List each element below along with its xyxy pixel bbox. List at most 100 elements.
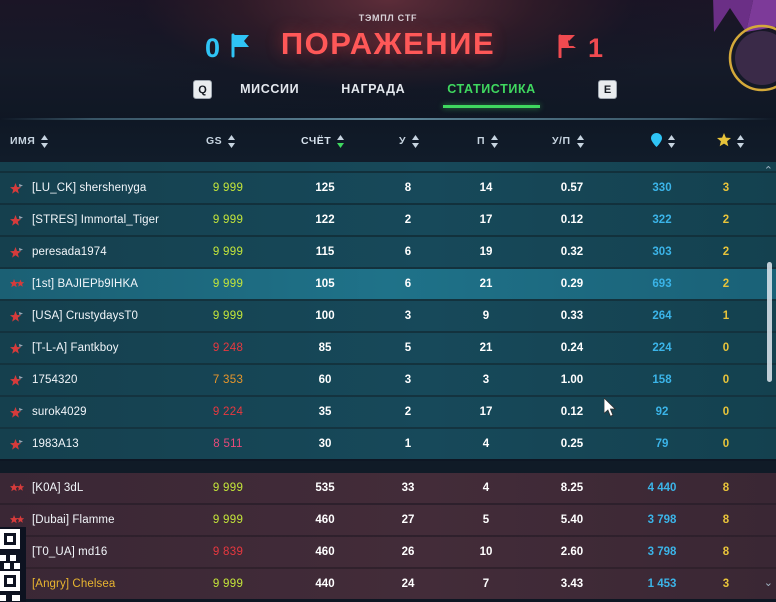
player-deaths-cell: 21	[479, 278, 493, 290]
player-kd-cell: 0.57	[560, 182, 584, 194]
column-header-name[interactable]: ИМЯ	[10, 134, 49, 148]
table-row[interactable]: peresada1974 9 999 115 6 19 0.32 303 2	[0, 237, 776, 267]
table-row[interactable]: [K0A] 3dL 9 999 535 33 4 8.25 4 440 8	[0, 473, 776, 503]
table-row[interactable]: [T-L-A] Fantkboy 9 248 85 5 21 0.24 224 0	[0, 333, 776, 363]
player-score-cell: 125	[315, 182, 335, 194]
column-header-star[interactable]	[717, 132, 745, 150]
tab-reward[interactable]: НАГРАДА	[341, 82, 406, 96]
table-row[interactable]: 1983A13 8 511 30 1 4 0.25 79 0	[0, 429, 776, 459]
player-gs-cell: 9 224	[212, 406, 244, 418]
player-diamond-cell: 330	[652, 182, 672, 194]
player-kills-cell: 1	[404, 438, 412, 450]
table-row[interactable]: [T0_UA] md16 9 839 460 26 10 2.60 3 798 8	[0, 537, 776, 567]
table-row[interactable]: [USA] CrustydaysT0 9 999 100 3 9 0.33 264 1	[0, 301, 776, 331]
rank-badge-star-icon	[10, 214, 25, 227]
player-gs-cell: 9 999	[212, 246, 244, 258]
player-name-cell: [LU_CK] shershenyga	[10, 182, 146, 195]
player-diamond-cell: 303	[652, 246, 672, 258]
player-kills-cell: 3	[404, 310, 412, 322]
player-deaths-cell: 14	[479, 182, 493, 194]
rank-badge-double-star-icon	[10, 514, 25, 527]
player-name-label: [K0A] 3dL	[32, 482, 84, 494]
scroll-down-chevron-icon[interactable]: ⌄	[763, 577, 773, 589]
player-name-label: peresada1974	[32, 246, 107, 258]
column-header-kd[interactable]: У/П	[552, 134, 585, 148]
player-kd-cell: 1.00	[560, 374, 584, 386]
player-kd-cell: 3.43	[560, 578, 584, 590]
key-next-tab[interactable]: E	[598, 80, 617, 99]
player-name-cell: peresada1974	[10, 246, 107, 259]
column-header-kills[interactable]: У	[399, 134, 420, 148]
player-diamond-cell: 158	[652, 374, 672, 386]
player-star-cell: 2	[722, 278, 730, 290]
player-name-cell: [T0_UA] md16	[10, 546, 107, 559]
player-kills-cell: 6	[404, 278, 412, 290]
player-name-label: [T0_UA] md16	[32, 546, 108, 558]
player-score-cell: 85	[318, 342, 332, 354]
rank-badge-star-icon	[10, 546, 25, 559]
flag-red-torn-icon	[555, 32, 581, 65]
player-kills-cell: 2	[404, 406, 412, 418]
tab-missions[interactable]: МИССИИ	[240, 82, 300, 96]
player-kd-cell: 5.40	[560, 514, 584, 526]
player-gs-cell: 9 999	[212, 482, 244, 494]
sort-arrows-icon	[40, 134, 49, 148]
column-header-deaths[interactable]: П	[477, 134, 499, 148]
tab-statistics[interactable]: СТАТИСТИКА	[443, 82, 540, 108]
player-deaths-cell: 17	[479, 214, 493, 226]
player-deaths-cell: 9	[482, 310, 490, 322]
player-score-cell: 105	[315, 278, 335, 290]
table-row[interactable]: [STRES] Immortal_Tiger 9 999 122 2 17 0.12 322…	[0, 205, 776, 235]
column-header-score[interactable]: СЧЁТ	[301, 134, 345, 148]
column-header-gs[interactable]: GS	[206, 134, 236, 148]
column-label-score: СЧЁТ	[301, 135, 332, 147]
player-score-cell: 100	[315, 310, 335, 322]
key-prev-tab[interactable]: Q	[193, 80, 212, 99]
player-kills-cell: 27	[401, 514, 415, 526]
rank-badge-star-icon	[10, 310, 25, 323]
sort-arrows-icon	[490, 134, 499, 148]
table-row[interactable]: [1st] BAJIEPb9IHKA 9 999 105 6 21 0.29 693 2	[0, 269, 776, 299]
diamond-icon	[651, 132, 662, 150]
enemy-score-value: 1	[588, 33, 604, 63]
player-name-label: [1st] BAJIEPb9IHKA	[32, 278, 138, 290]
table-row[interactable]: [Angry] Chelsea 9 999 440 24 7 3.43 1 453 3	[0, 569, 776, 599]
player-diamond-cell: 4 440	[647, 482, 677, 494]
player-score-cell: 30	[318, 438, 332, 450]
column-header-diamond[interactable]	[651, 132, 676, 150]
player-score-cell: 60	[318, 374, 332, 386]
scoreboard-table-body: [LU_CK] shershenyga 9 999 125 8 14 0.57 330 3 [S…	[0, 162, 776, 602]
player-star-cell: 1	[722, 310, 730, 322]
table-row[interactable]: [LU_CK] shershenyga 9 999 125 8 14 0.57 330 3	[0, 173, 776, 203]
player-kills-cell: 3	[404, 374, 412, 386]
table-row-clipped[interactable]	[0, 162, 776, 171]
player-kd-cell: 0.12	[560, 406, 584, 418]
sort-arrows-icon	[667, 134, 676, 148]
player-kd-cell: 2.60	[560, 546, 584, 558]
table-row[interactable]: [Dubai] Flamme 9 999 460 27 5 5.40 3 798 8	[0, 505, 776, 535]
scrollbar-thumb[interactable]	[767, 262, 772, 382]
tab-bar: МИССИИ НАГРАДА СТАТИСТИКА	[0, 78, 776, 112]
player-name-label: [STRES] Immortal_Tiger	[32, 214, 160, 226]
player-star-cell: 2	[722, 214, 730, 226]
player-gs-cell: 9 999	[212, 578, 244, 590]
enemy-score-block: 1	[555, 32, 603, 65]
player-name-cell: [T-L-A] Fantkboy	[10, 342, 119, 355]
ally-score-value: 0	[205, 33, 221, 63]
scroll-up-chevron-icon[interactable]: ⌃	[763, 165, 773, 177]
player-deaths-cell: 17	[479, 406, 493, 418]
star-icon	[717, 132, 731, 150]
rank-badge-star-icon	[10, 438, 25, 451]
player-star-cell: 8	[722, 482, 730, 494]
rank-badge-star-icon	[10, 374, 25, 387]
player-gs-cell: 9 999	[212, 310, 244, 322]
player-kills-cell: 6	[404, 246, 412, 258]
player-kills-cell: 24	[401, 578, 415, 590]
table-row[interactable]: surok4029 9 224 35 2 17 0.12 92 0	[0, 397, 776, 427]
table-row[interactable]: 1754320 7 353 60 3 3 1.00 158 0	[0, 365, 776, 395]
rank-badge-double-star-icon	[10, 482, 25, 495]
sort-arrows-icon	[227, 134, 236, 148]
player-kd-cell: 0.25	[560, 438, 584, 450]
player-score-cell: 535	[315, 482, 335, 494]
player-star-cell: 0	[722, 438, 730, 450]
